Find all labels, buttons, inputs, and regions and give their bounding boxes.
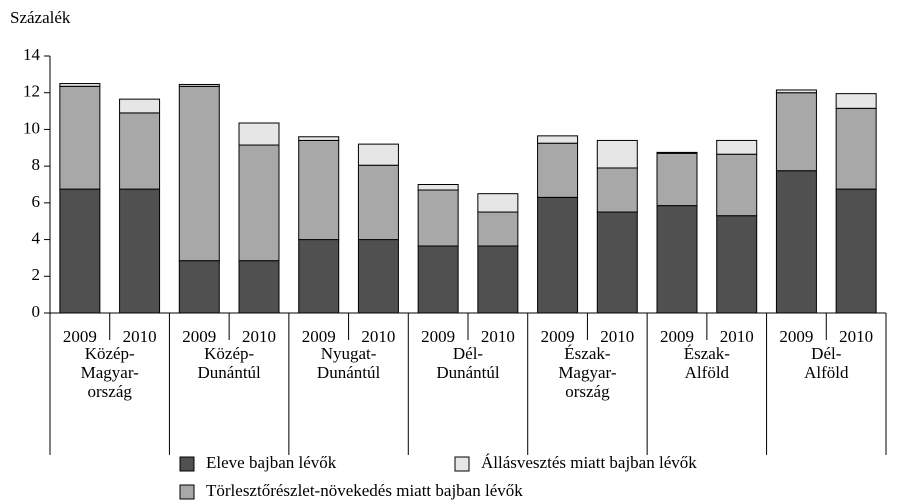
x-tick-label: 2010 xyxy=(600,327,634,346)
bar-segment xyxy=(357,164,399,241)
bar-segment xyxy=(656,205,698,314)
bar-segment xyxy=(238,260,280,314)
y-tick-label: 4 xyxy=(32,228,41,247)
bar-segment xyxy=(119,188,161,314)
bar-segment xyxy=(477,245,519,314)
x-tick-label: 2009 xyxy=(660,327,694,346)
bar-segment xyxy=(716,215,758,314)
x-tick-label: 2010 xyxy=(481,327,515,346)
bar-segment xyxy=(775,92,817,172)
legend-swatch xyxy=(179,456,195,472)
bar-segment xyxy=(775,89,817,94)
bar-segment xyxy=(417,184,459,191)
bar-segment xyxy=(835,188,877,314)
bar-segment xyxy=(298,139,340,241)
x-tick-label: 2009 xyxy=(541,327,575,346)
group-label: Észak- xyxy=(684,344,731,363)
legend-swatch xyxy=(179,484,195,500)
group-label: ország xyxy=(88,382,133,401)
group-label: Alföld xyxy=(804,363,849,382)
bar-segment xyxy=(596,167,638,213)
y-tick-label: 6 xyxy=(32,192,41,211)
x-tick-label: 2009 xyxy=(302,327,336,346)
bar-segment xyxy=(357,239,399,314)
bar-segment xyxy=(656,151,698,154)
bar-segment xyxy=(238,122,280,146)
bar-segment xyxy=(537,142,579,198)
group-label: Nyugat- xyxy=(321,344,377,363)
group-label: Dunántúl xyxy=(198,363,262,382)
x-tick-label: 2009 xyxy=(63,327,97,346)
y-tick-label: 10 xyxy=(23,118,40,137)
bar-segment xyxy=(477,193,519,213)
bar-segment xyxy=(59,85,101,190)
y-tick-label: 12 xyxy=(23,82,40,101)
group-label: Dél- xyxy=(811,344,842,363)
bar-segment xyxy=(417,189,459,247)
x-tick-label: 2010 xyxy=(720,327,754,346)
bar-segment xyxy=(59,188,101,314)
group-label: Alföld xyxy=(685,363,730,382)
bar-segment xyxy=(716,139,758,155)
bar-segment xyxy=(178,260,220,314)
bar-segment xyxy=(298,239,340,314)
y-axis-label: Százalék xyxy=(10,8,71,27)
y-tick-label: 8 xyxy=(32,155,41,174)
bar-segment xyxy=(537,196,579,314)
group-label: Dunántúl xyxy=(436,363,500,382)
y-tick-label: 0 xyxy=(32,302,41,321)
x-tick-label: 2009 xyxy=(421,327,455,346)
group-label: Magyar- xyxy=(558,363,617,382)
x-tick-label: 2010 xyxy=(839,327,873,346)
x-tick-label: 2010 xyxy=(123,327,157,346)
group-label: Közép- xyxy=(204,344,254,363)
group-label: Magyar- xyxy=(81,363,140,382)
legend-label: Eleve bajban lévők xyxy=(206,453,337,472)
bar-segment xyxy=(477,211,519,247)
bar-segment xyxy=(238,144,280,262)
bar-segment xyxy=(835,107,877,190)
bar-segment xyxy=(119,112,161,190)
bar-segment xyxy=(775,170,817,314)
bar-segment xyxy=(716,153,758,217)
group-label: Dél- xyxy=(453,344,484,363)
bar-segment xyxy=(178,85,220,262)
bar-segment xyxy=(596,139,638,169)
group-label: ország xyxy=(565,382,610,401)
group-label: Dunántúl xyxy=(317,363,381,382)
x-tick-label: 2009 xyxy=(779,327,813,346)
legend-swatch xyxy=(454,456,470,472)
bar-segment xyxy=(596,211,638,314)
y-tick-label: 14 xyxy=(23,45,41,64)
bar-segment xyxy=(357,143,399,166)
legend-label: Törlesztőrészlet-növekedés miatt bajban … xyxy=(206,481,523,500)
bar-segment xyxy=(119,98,161,114)
x-tick-label: 2010 xyxy=(361,327,395,346)
x-tick-label: 2010 xyxy=(242,327,276,346)
bar-segment xyxy=(835,93,877,109)
bar-segment xyxy=(59,83,101,87)
bar-segment xyxy=(656,152,698,207)
group-label: Észak- xyxy=(564,344,611,363)
x-tick-label: 2009 xyxy=(182,327,216,346)
y-tick-label: 2 xyxy=(32,265,41,284)
bar-segment xyxy=(178,83,220,87)
bar-segment xyxy=(298,136,340,141)
legend-label: Állásvesztés miatt bajban lévők xyxy=(481,453,697,472)
group-label: Közép- xyxy=(85,344,135,363)
bar-segment xyxy=(537,135,579,144)
bar-segment xyxy=(417,245,459,314)
